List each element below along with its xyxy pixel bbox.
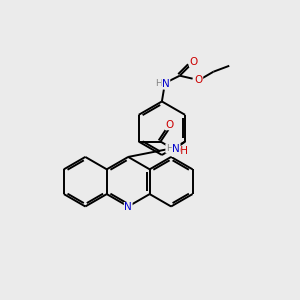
Text: H: H <box>155 79 162 88</box>
Text: H: H <box>166 144 172 153</box>
Text: N: N <box>162 79 170 88</box>
Text: O: O <box>194 75 203 85</box>
Text: N: N <box>124 202 132 212</box>
Text: O: O <box>190 57 198 67</box>
Text: O: O <box>165 120 174 130</box>
Text: OH: OH <box>172 146 188 157</box>
Text: N: N <box>172 143 180 154</box>
